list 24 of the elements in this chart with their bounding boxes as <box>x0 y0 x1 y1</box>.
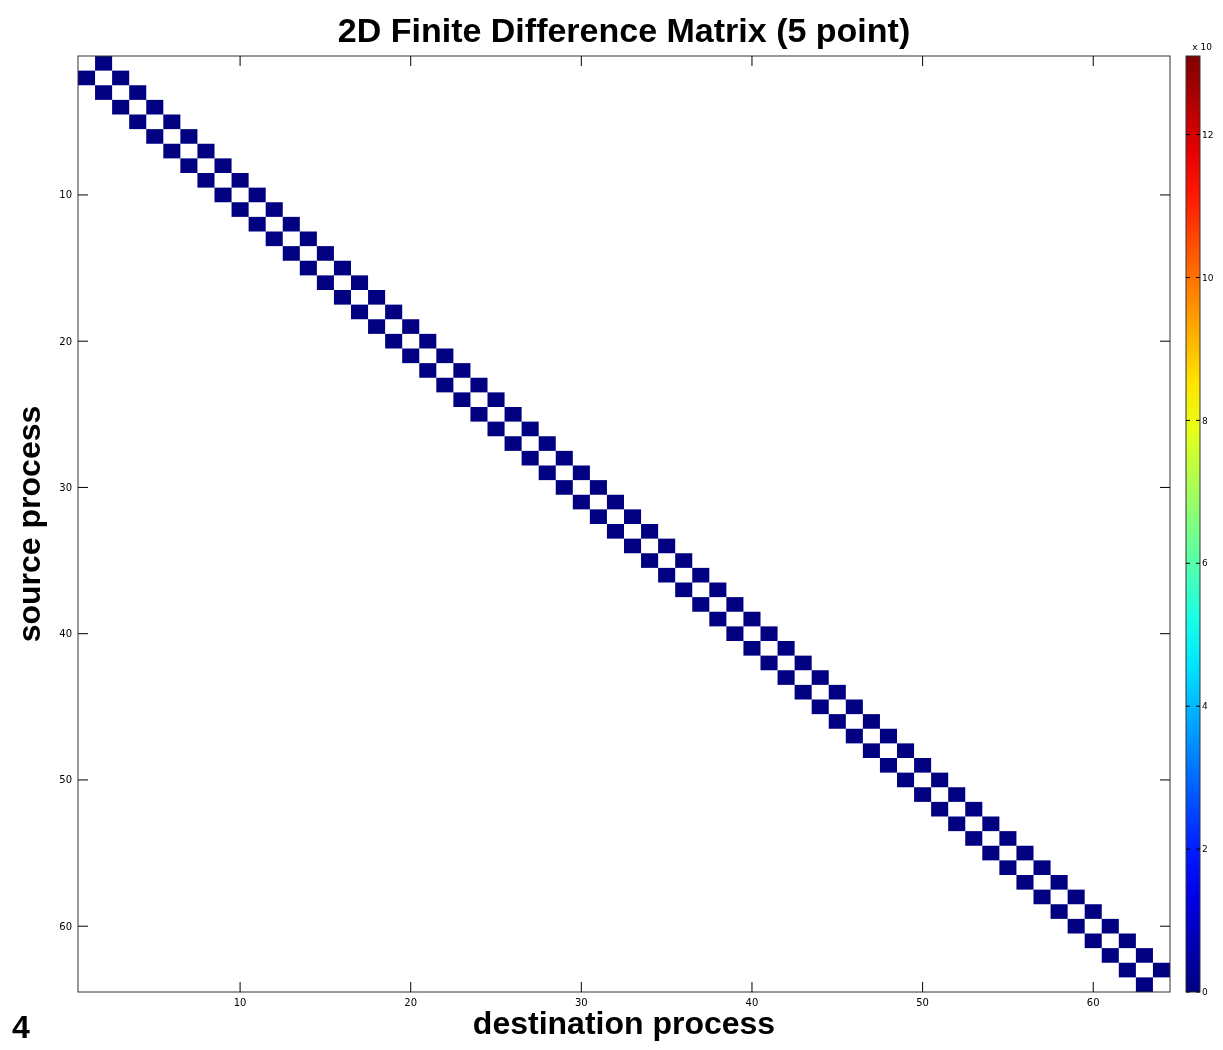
y-tick-label: 30 <box>59 481 72 493</box>
y-tick-label: 40 <box>59 628 72 640</box>
x-axis-title: destination process <box>472 1005 776 1041</box>
y-tick-label: 10 <box>59 189 72 201</box>
x-tick-label: 50 <box>916 997 929 1008</box>
x-tick-label: 30 <box>574 997 588 1008</box>
color-bar-label: 0 <box>1202 987 1208 998</box>
x-tick-label: 60 <box>1086 997 1100 1008</box>
chart-title: 2D Finite Difference Matrix (5 point) <box>337 11 911 49</box>
color-bar-label: 6 <box>1202 558 1208 569</box>
y-tick-label: 50 <box>59 774 72 786</box>
y-tick-label: 60 <box>59 920 72 932</box>
color-bar-label: 8 <box>1202 415 1208 426</box>
color-bar-title: x 10 <box>1192 42 1213 52</box>
text: 4 <box>12 1009 30 1045</box>
color-bar-label: 12 <box>1202 129 1214 140</box>
color-bar-label: 10 <box>1202 272 1214 283</box>
y-axis-title: source process <box>11 405 47 643</box>
color-bar-label: 2 <box>1202 844 1208 855</box>
y-tick-label: 20 <box>59 335 72 347</box>
color-bar-label: 4 <box>1202 701 1208 712</box>
x-tick-label: 40 <box>745 997 759 1008</box>
x-tick-label: 10 <box>233 997 247 1008</box>
x-tick-label: 20 <box>404 997 418 1008</box>
